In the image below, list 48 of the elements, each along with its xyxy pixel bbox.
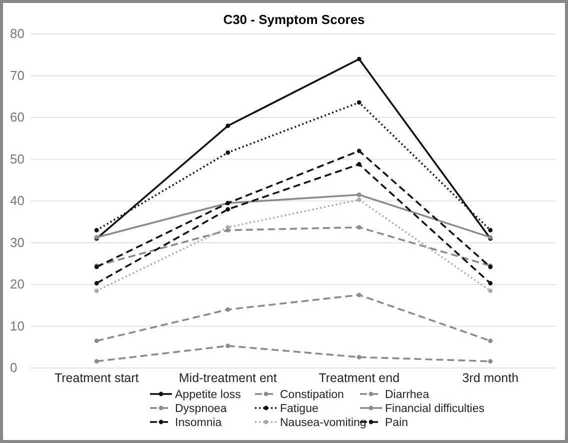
point: [94, 281, 99, 286]
point: [356, 225, 362, 230]
y-tick-label: 70: [10, 68, 24, 83]
y-tick-label: 80: [10, 26, 24, 41]
chart-title: C30 - Symptom Scores: [223, 12, 365, 27]
point: [356, 162, 362, 166]
legend-label: Fatigue: [280, 403, 318, 415]
legend-label: Constipation: [280, 389, 344, 401]
point: [226, 344, 230, 348]
point: [488, 288, 493, 293]
y-tick-label: 20: [10, 276, 24, 292]
legend-label: Insomnia: [175, 417, 222, 429]
point: [226, 225, 230, 230]
point: [356, 354, 362, 360]
x-tick-label: Treatment end: [318, 371, 400, 385]
y-tick-label: 60: [10, 110, 24, 124]
point: [356, 148, 362, 154]
x-tick-label: Mid-treatment ent: [178, 371, 278, 385]
legend-label: Diarrhea: [385, 389, 430, 401]
point: [94, 228, 99, 232]
legend-label: Appetite loss: [175, 389, 242, 401]
x-tick-label: Treatment start: [54, 371, 140, 385]
point: [356, 292, 362, 298]
y-tick-label: 50: [10, 151, 24, 166]
legend-label: Financial difficulties: [385, 403, 485, 415]
point: [488, 338, 493, 344]
point: [226, 307, 230, 312]
point: [94, 359, 99, 364]
point: [488, 281, 493, 286]
point: [226, 207, 230, 212]
y-tick-label: 30: [10, 234, 24, 250]
point: [226, 150, 230, 155]
y-tick-label: 0: [10, 360, 18, 375]
point: [488, 359, 493, 364]
point: [94, 338, 99, 344]
legend-label: Dyspnoea: [175, 403, 228, 415]
point: [356, 198, 362, 202]
legend-label: Pain: [385, 417, 408, 429]
point: [356, 56, 362, 62]
y-tick-label: 40: [10, 193, 24, 208]
point: [356, 100, 362, 105]
x-tick-label: 3rd month: [462, 371, 519, 385]
y-tick-label: 10: [10, 318, 24, 334]
point: [356, 192, 362, 197]
point: [94, 288, 99, 293]
point: [226, 124, 230, 128]
point: [488, 228, 493, 232]
legend-label: Nausea-vomiting: [280, 417, 366, 429]
